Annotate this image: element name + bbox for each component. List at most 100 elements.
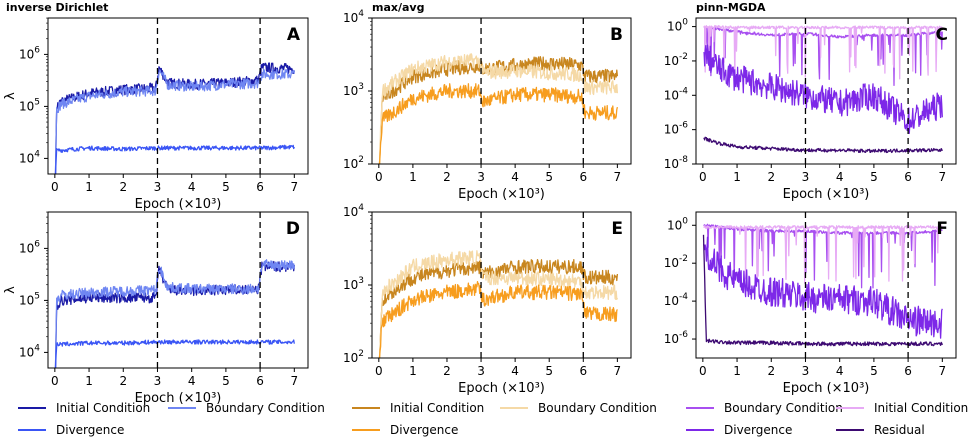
y-tick-label: 10-6 [664, 121, 689, 137]
plot-area [378, 53, 619, 164]
x-tick-label: 2 [443, 364, 451, 378]
x-tick-label: 0 [51, 374, 59, 388]
axes-frame [47, 17, 309, 175]
plot-area [703, 24, 943, 154]
x-tick-label: 2 [767, 170, 775, 184]
x-tick-label: 1 [733, 170, 741, 184]
x-axis-label: Epoch (×10³) [135, 391, 222, 406]
x-tick-label: 5 [222, 374, 230, 388]
y-tick-label: 104 [343, 9, 364, 25]
x-tick-label: 3 [154, 180, 162, 194]
x-tick-label: 7 [614, 170, 622, 184]
legend-label: Divergence [56, 423, 124, 437]
x-tick-label: 6 [904, 364, 912, 378]
series-residual [703, 136, 943, 154]
y-tick-label: 102 [343, 349, 364, 365]
y-tick-label: 100 [667, 216, 688, 232]
legend-label: Initial Condition [390, 401, 484, 415]
y-tick-label: 103 [343, 82, 364, 98]
series-boundary-condition [378, 250, 619, 358]
legend-label: Initial Condition [56, 401, 150, 415]
x-tick-label: 0 [375, 364, 383, 378]
series-boundary-condition [703, 25, 943, 87]
x-axis-label: Epoch (×10³) [458, 381, 545, 396]
x-tick-label: 2 [767, 364, 775, 378]
panel-c: 0 1 2 3 4 5 6 7 Epoch (×10³) 100 10-2 10-4 10-6 10-8 C… [664, 1, 957, 202]
x-tick-label: 6 [256, 180, 264, 194]
x-tick-label: 2 [119, 180, 127, 194]
panel-letter: C [936, 25, 948, 45]
x-tick-label: 1 [733, 364, 741, 378]
y-tick-label: 104 [19, 343, 40, 359]
x-tick-label: 6 [579, 364, 587, 378]
x-tick-label: 1 [85, 374, 93, 388]
x-tick-label: 5 [870, 170, 878, 184]
y-tick-label: 10-4 [664, 86, 689, 102]
series-initial-condition [54, 260, 295, 368]
y-tick-label: 10-6 [664, 330, 689, 346]
series-residual [702, 234, 943, 347]
y-tick-label: 106 [19, 239, 40, 255]
x-tick-label: 0 [699, 364, 707, 378]
series-initial-condition [378, 258, 619, 358]
series-divergence [703, 44, 943, 134]
x-tick-label: 1 [409, 170, 417, 184]
y-tick-label: 103 [343, 276, 364, 292]
series-boundary-condition [378, 53, 619, 164]
x-tick-label: 0 [699, 170, 707, 184]
legend-label: Divergence [724, 423, 792, 437]
series-divergence [378, 83, 619, 164]
x-tick-label: 3 [477, 170, 485, 184]
x-axis-label: Epoch (×10³) [458, 187, 545, 202]
x-tick-label: 3 [802, 170, 810, 184]
legend-label: Residual [874, 423, 925, 437]
panel-letter: D [286, 219, 300, 239]
y-tick-label: 10-4 [664, 292, 689, 308]
x-tick-label: 7 [938, 170, 946, 184]
x-tick-label: 0 [51, 180, 59, 194]
panel-title: pinn-MGDA [696, 1, 766, 14]
x-tick-label: 3 [477, 364, 485, 378]
series-initial-condition [54, 62, 295, 174]
y-tick-label: 105 [19, 97, 40, 113]
x-tick-label: 4 [188, 180, 196, 194]
x-tick-label: 4 [511, 364, 519, 378]
legend-label: Boundary Condition [206, 401, 325, 415]
x-tick-label: 7 [938, 364, 946, 378]
y-tick-label: 10-2 [664, 52, 688, 68]
panel-e: 0 1 2 3 4 5 6 7 Epoch (×10³) 102 103 104 E [343, 203, 632, 396]
x-tick-label: 2 [443, 170, 451, 184]
y-tick-label: 106 [19, 45, 40, 61]
x-tick-label: 4 [836, 364, 844, 378]
series-initial-condition [703, 225, 943, 285]
series-divergence [378, 280, 618, 358]
panel-letter: E [611, 219, 623, 239]
panel-title: max/avg [372, 1, 424, 14]
x-tick-label: 6 [256, 374, 264, 388]
x-tick-label: 7 [290, 180, 298, 194]
plot-area [54, 259, 295, 368]
panel-f: 0 1 2 3 4 5 6 7 Epoch (×10³) 100 10-2 10-4 10-6 F [664, 211, 957, 396]
panel-d: 0 1 2 3 4 5 6 7 Epoch (×10³) 104 105 106 λ D [3, 211, 309, 406]
x-tick-label: 5 [545, 170, 553, 184]
series-divergence [54, 144, 295, 174]
legend-label: Divergence [390, 423, 458, 437]
x-tick-label: 0 [375, 170, 383, 184]
axes-frame [695, 211, 957, 359]
x-tick-label: 1 [85, 180, 93, 194]
x-tick-label: 1 [409, 364, 417, 378]
series-divergence [54, 339, 295, 368]
plot-area [378, 250, 619, 358]
y-tick-label: 10-8 [664, 155, 689, 171]
legend-label: Initial Condition [874, 401, 968, 415]
legend-2: Initial Condition Boundary Condition Diver… [352, 401, 657, 437]
y-tick-label: 105 [19, 291, 40, 307]
x-tick-label: 7 [614, 364, 622, 378]
legend-label: Boundary Condition [538, 401, 657, 415]
x-tick-label: 6 [579, 170, 587, 184]
x-tick-label: 2 [119, 374, 127, 388]
series-boundary-condition [54, 68, 295, 174]
x-tick-label: 5 [222, 180, 230, 194]
panel-letter: A [287, 25, 301, 45]
